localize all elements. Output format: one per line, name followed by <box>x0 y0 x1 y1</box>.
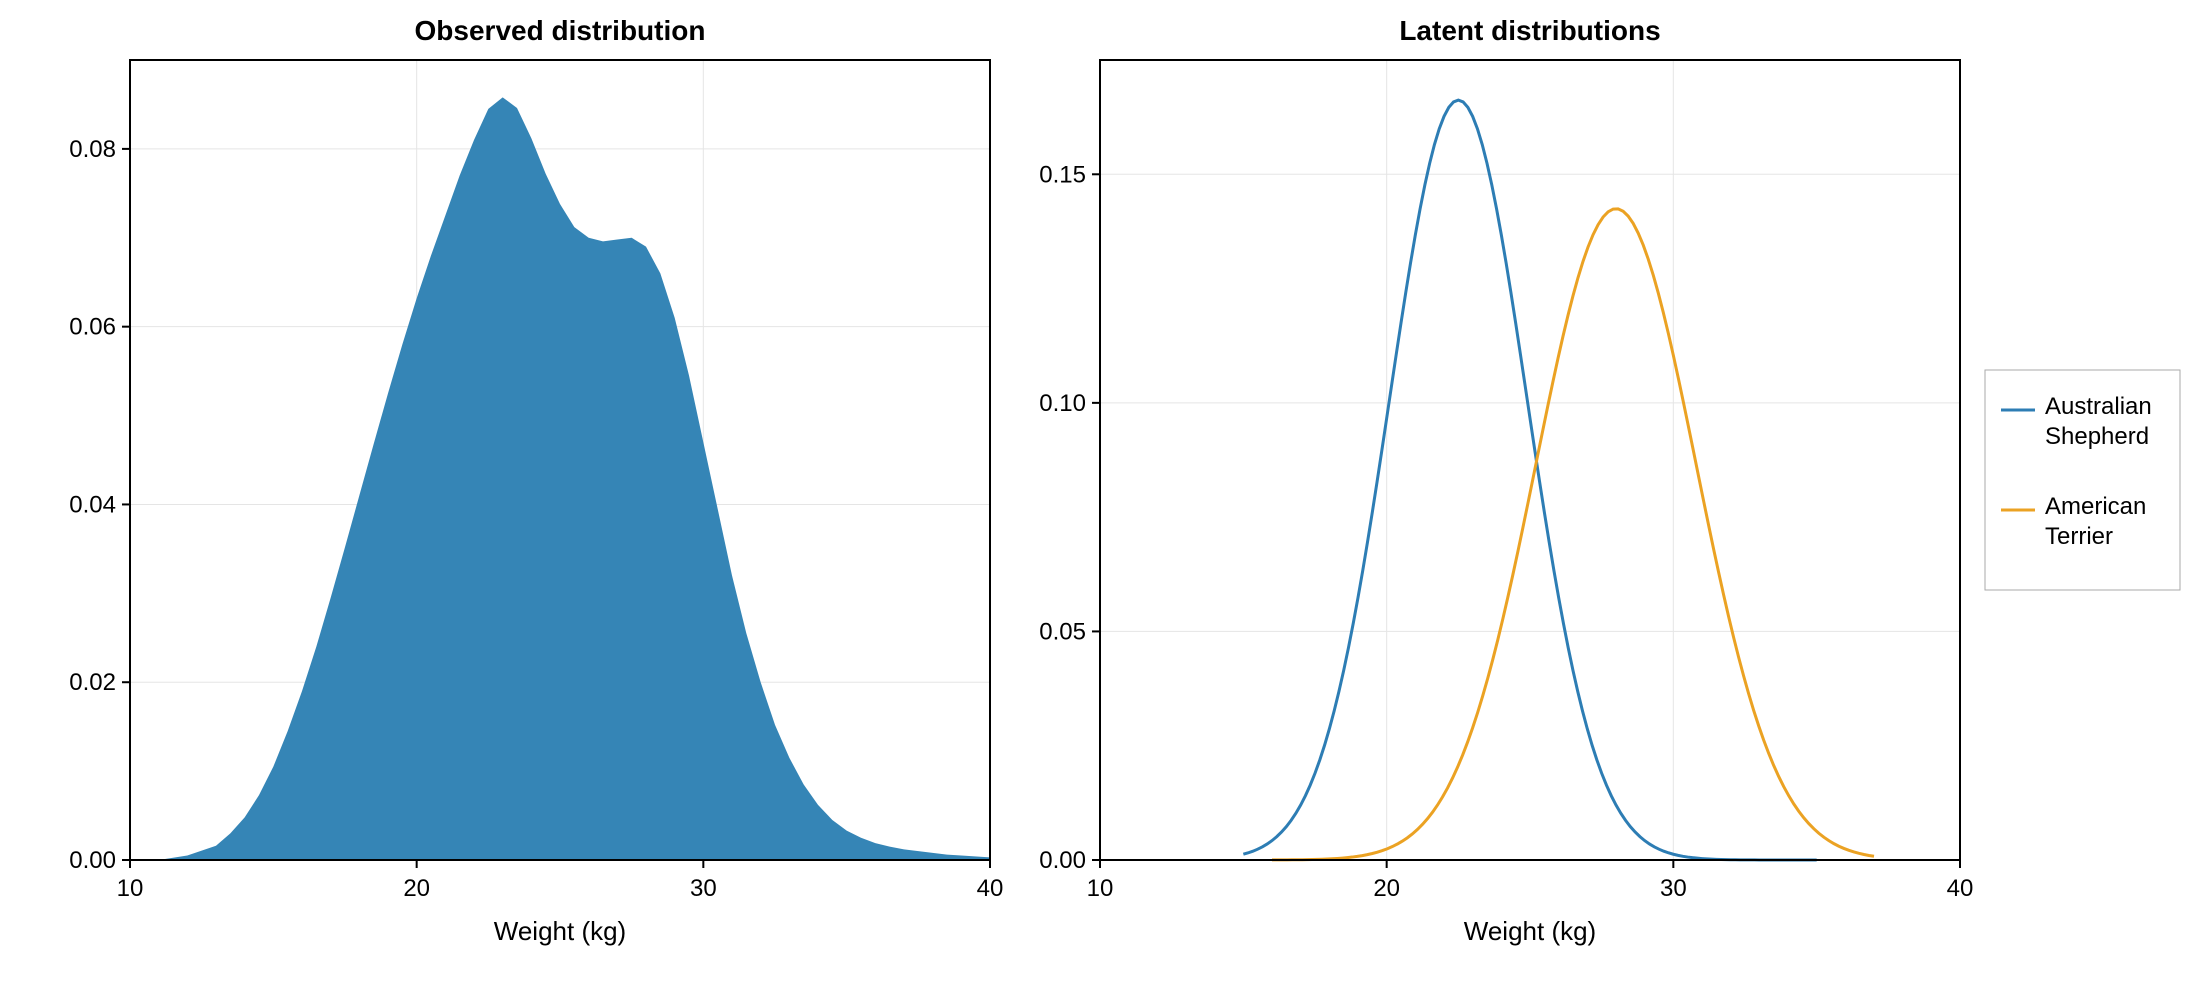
legend-label: Australian <box>2045 393 2152 420</box>
right-panel: 10 20 30 40 0.00 0.05 0.10 0.15 Latent distribut… <box>1039 15 1973 946</box>
left-xlabel: Weight (kg) <box>494 916 626 946</box>
legend-label: Shepherd <box>2045 423 2149 450</box>
figure-svg: 10 20 30 40 0.00 0.02 0.04 0.06 0.08 Observed dis… <box>0 0 2200 1000</box>
xtick-label: 30 <box>690 875 717 902</box>
xtick-label: 40 <box>977 875 1004 902</box>
right-panel-title: Latent distributions <box>1399 15 1660 46</box>
latent-curve-1 <box>1272 209 1874 860</box>
observed-density-area <box>130 97 990 860</box>
legend-label: Terrier <box>2045 523 2113 550</box>
ytick-label: 0.15 <box>1039 161 1086 188</box>
legend: Australian Shepherd American Terrier <box>1985 370 2180 590</box>
ytick-label: 0.00 <box>69 847 116 874</box>
ytick-label: 0.10 <box>1039 390 1086 417</box>
ytick-label: 0.00 <box>1039 847 1086 874</box>
ytick-label: 0.02 <box>69 669 116 696</box>
ytick-label: 0.06 <box>69 314 116 341</box>
xtick-label: 10 <box>117 875 144 902</box>
ytick-label: 0.04 <box>69 491 116 518</box>
xtick-label: 40 <box>1947 875 1974 902</box>
ytick-label: 0.05 <box>1039 618 1086 645</box>
xtick-label: 20 <box>403 875 430 902</box>
latent-curve-0 <box>1243 100 1816 860</box>
ytick-label: 0.08 <box>69 136 116 163</box>
xtick-label: 30 <box>1660 875 1687 902</box>
legend-label: American <box>2045 493 2146 520</box>
left-panel: 10 20 30 40 0.00 0.02 0.04 0.06 0.08 Observed dis… <box>69 15 1003 946</box>
xtick-label: 10 <box>1087 875 1114 902</box>
right-xlabel: Weight (kg) <box>1464 916 1596 946</box>
xtick-label: 20 <box>1373 875 1400 902</box>
figure-container: 10 20 30 40 0.00 0.02 0.04 0.06 0.08 Observed dis… <box>0 0 2200 1000</box>
left-panel-title: Observed distribution <box>415 15 706 46</box>
right-panel-border <box>1100 60 1960 860</box>
